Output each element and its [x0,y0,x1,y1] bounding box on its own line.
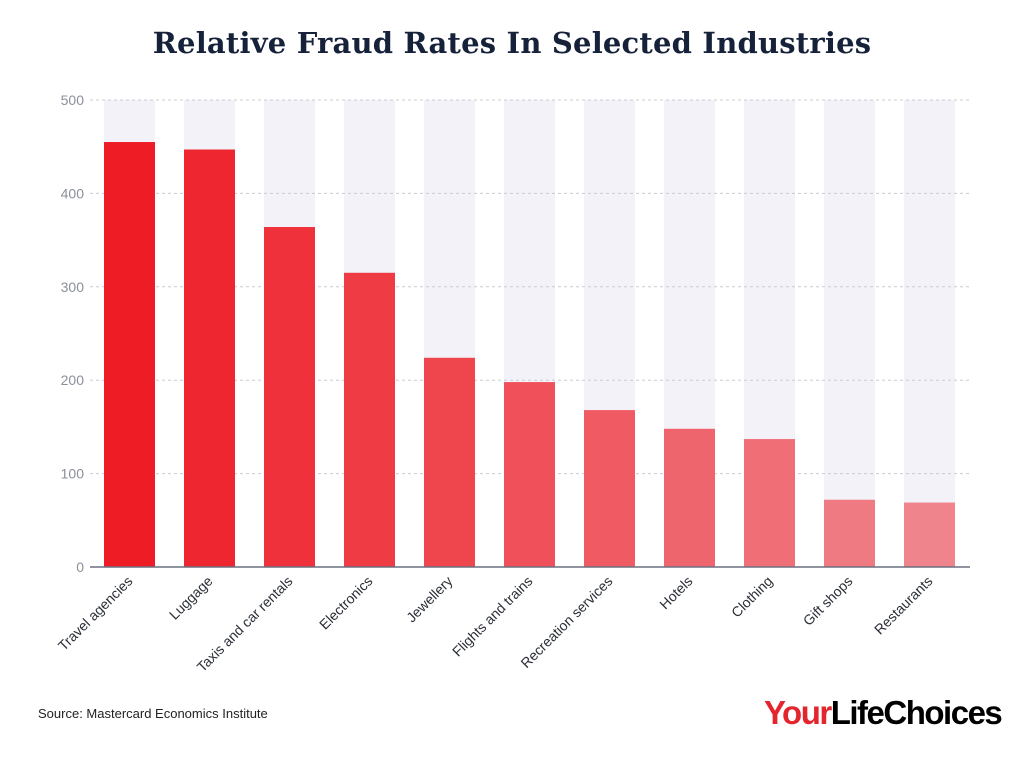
x-category-label: Electronics [316,573,376,633]
bar [344,272,395,567]
bar [584,410,635,567]
bar [504,382,555,567]
yourlifechoices-logo: YourLifeChoices [764,694,1003,732]
logo-your: Your [764,694,832,731]
x-category-label: Clothing [728,573,776,621]
x-category-label: Gift shops [800,573,856,629]
x-category-label: Jewellery [403,573,456,626]
bar [264,227,315,568]
bar [424,357,475,567]
y-tick-label: 400 [61,185,85,201]
bar-track [824,100,875,567]
source-note: Source: Mastercard Economics Institute [38,706,268,721]
y-tick-label: 300 [61,279,85,295]
bar [904,502,955,567]
x-category-label: Flights and trains [449,573,536,660]
logo-lifechoices: LifeChoices [830,694,1003,731]
y-tick-label: 200 [61,372,85,388]
x-category-label: Luggage [166,573,216,623]
bar [104,142,155,567]
bar [184,149,235,567]
x-category-label: Hotels [656,573,695,612]
x-category-label: Travel agencies [55,573,136,654]
bar [824,499,875,567]
x-category-label: Restaurants [871,573,936,638]
chart-title: Relative Fraud Rates In Selected Industr… [152,26,872,60]
y-tick-label: 0 [76,559,84,575]
bar [744,439,795,567]
bar-track [904,100,955,567]
bar [664,428,715,567]
y-tick-label: 500 [61,92,85,108]
y-tick-label: 100 [61,466,85,482]
